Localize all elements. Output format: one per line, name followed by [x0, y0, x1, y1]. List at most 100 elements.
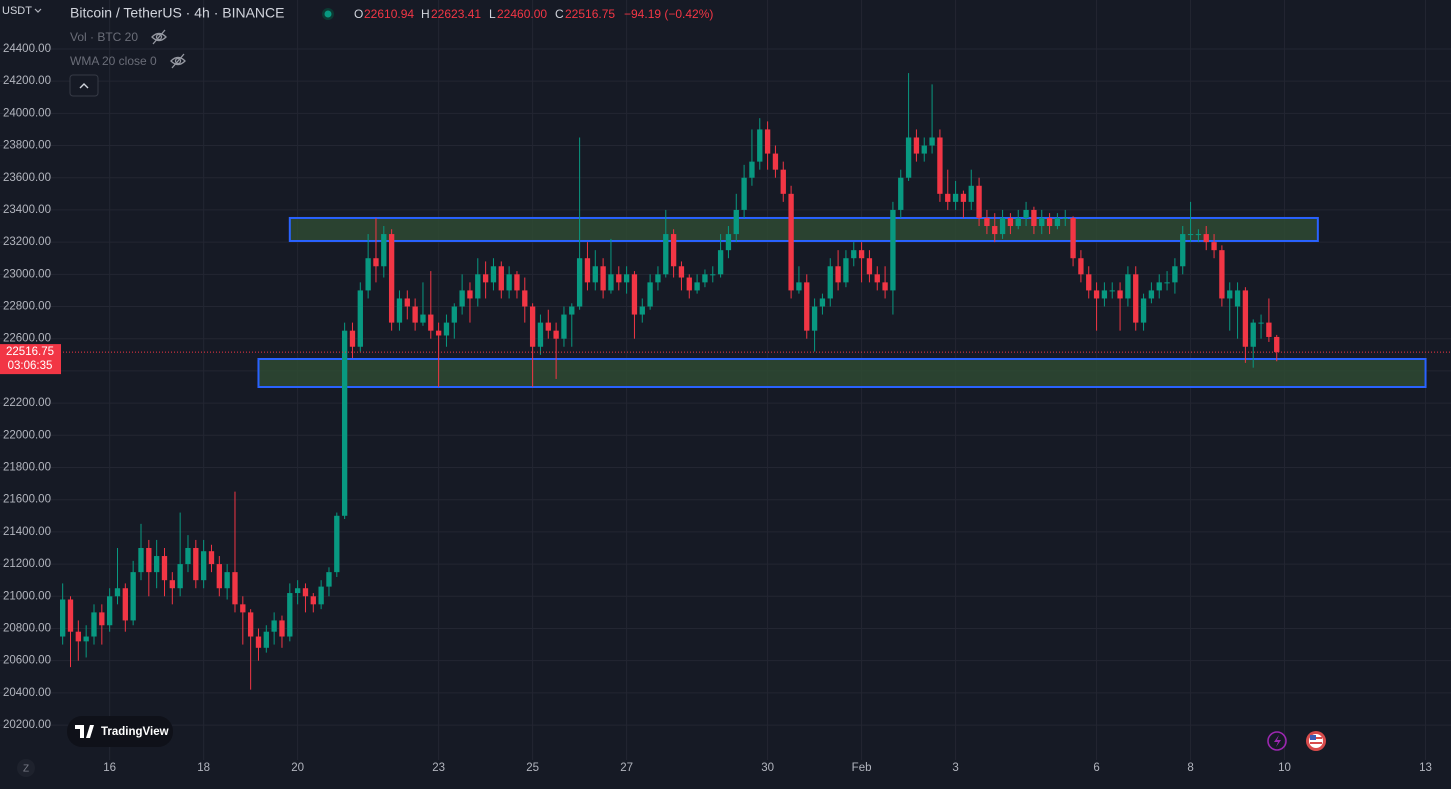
candle-body: [545, 322, 551, 331]
candle-body: [185, 547, 191, 565]
indicator-label[interactable]: WMA 20 close 0: [70, 54, 157, 68]
candle-body: [349, 330, 356, 347]
candle-body: [83, 636, 89, 642]
x-tick-label: 27: [620, 762, 633, 774]
y-tick-label: 22600.00: [3, 333, 51, 345]
candle-body: [130, 572, 136, 621]
y-tick-label: 21000.00: [3, 590, 51, 602]
candle-body: [1148, 290, 1155, 299]
candle-body: [200, 551, 207, 581]
ohlc-value: 22516.75: [565, 7, 615, 21]
candle-body: [232, 572, 238, 605]
candle-body: [482, 274, 489, 283]
candle-body: [905, 137, 912, 178]
candle-body: [764, 129, 771, 154]
symbol-menu[interactable]: USDT: [2, 5, 32, 17]
candle-body: [161, 556, 168, 581]
x-tick-label: 16: [103, 762, 116, 774]
candle-body: [913, 137, 920, 154]
candle-body: [1203, 234, 1209, 243]
candle-body: [569, 306, 575, 315]
y-tick-label: 22000.00: [3, 429, 51, 441]
candle-body: [999, 217, 1006, 235]
menu-caret[interactable]: [34, 8, 42, 13]
candle-body: [1266, 322, 1272, 337]
candle-body: [952, 193, 959, 202]
candle-body: [365, 258, 371, 291]
x-tick-label: 18: [197, 762, 210, 774]
candle-body: [874, 274, 880, 283]
candle-body: [757, 129, 763, 162]
candle-body: [435, 330, 442, 336]
candle-body: [882, 282, 888, 291]
candle-body: [843, 258, 849, 283]
collapse-button[interactable]: [69, 74, 99, 97]
hidden-eye-icon[interactable]: [170, 53, 186, 69]
candle-body: [138, 547, 144, 573]
us-flag-icon[interactable]: [1306, 731, 1326, 751]
chart-title: Bitcoin / TetherUS · 4h · BINANCE: [70, 5, 284, 21]
candle-body: [404, 298, 410, 307]
candle-body: [490, 266, 497, 283]
y-tick-label: 21600.00: [3, 494, 51, 506]
candle-body: [1180, 234, 1186, 267]
change: −94.19 (−0.42%): [624, 7, 713, 21]
zone: [288, 216, 1319, 242]
x-tick-label: 13: [1419, 762, 1432, 774]
candle-body: [373, 258, 379, 267]
indicator-label[interactable]: Vol · BTC 20: [70, 30, 138, 44]
candle-body: [1039, 217, 1045, 227]
candle-body: [1195, 234, 1202, 236]
tradingview-logo[interactable]: TradingView: [67, 716, 173, 747]
x-tick-label: 23: [432, 762, 445, 774]
candle-body: [1219, 250, 1225, 299]
y-tick-label: 23800.00: [3, 140, 51, 152]
y-tick-label: 23000.00: [3, 268, 51, 280]
candle-body: [1015, 217, 1021, 227]
candle-body: [1031, 209, 1037, 227]
candle-body: [851, 250, 857, 259]
candle-body: [1101, 290, 1108, 299]
lightning-icon[interactable]: [1267, 731, 1287, 751]
candle-body: [819, 298, 826, 307]
ohlc-label: H: [421, 7, 430, 21]
candle-body: [686, 277, 692, 291]
candle-body: [428, 314, 434, 331]
candle-body: [1227, 290, 1233, 299]
candle-body: [287, 593, 293, 637]
candle-body: [341, 330, 348, 516]
candle-body: [146, 547, 152, 573]
candle-body: [122, 588, 128, 621]
axis-button-label: Z: [23, 764, 29, 775]
x-tick-label: 8: [1187, 762, 1193, 774]
candles: [59, 73, 1280, 690]
candle-body: [866, 258, 873, 275]
candle-body: [169, 580, 175, 589]
candle-body: [451, 306, 457, 323]
candle-body: [388, 234, 395, 323]
candle-body: [592, 266, 598, 283]
candle-body: [1070, 217, 1076, 259]
ohlc-label: C: [555, 7, 564, 21]
ohlc-value: 22460.00: [497, 7, 547, 21]
candle-body: [1078, 258, 1084, 275]
candle-body: [772, 153, 779, 170]
candle-body: [733, 209, 739, 235]
candle-body: [1274, 336, 1280, 353]
candle-body: [561, 314, 567, 339]
candle-body: [75, 631, 81, 642]
candle-body: [890, 209, 896, 291]
candle-body: [608, 274, 614, 291]
hidden-eye-icon[interactable]: [151, 29, 167, 45]
x-tick-label: 25: [526, 762, 539, 774]
auto-scale-button[interactable]: Z: [17, 759, 35, 777]
candle-body: [623, 274, 630, 283]
candle-body: [216, 564, 222, 589]
candle-body: [968, 185, 974, 202]
x-tick-label: Feb: [852, 762, 872, 774]
candle-body: [827, 266, 833, 299]
candle-body: [1093, 290, 1100, 299]
candle-body: [1046, 217, 1053, 227]
last-price-box: [0, 344, 61, 375]
candle-body: [279, 620, 285, 637]
